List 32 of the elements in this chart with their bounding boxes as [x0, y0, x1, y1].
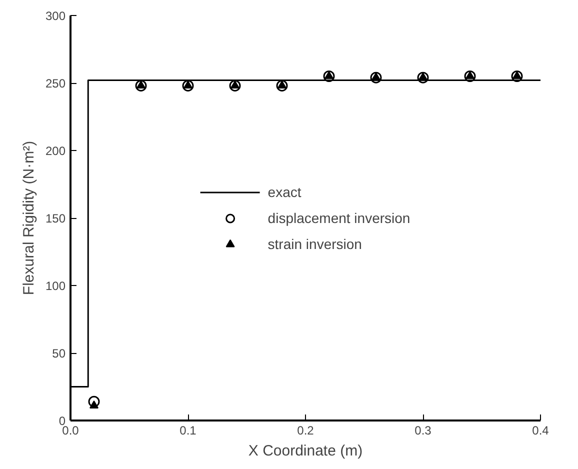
point — [324, 71, 334, 80]
point — [372, 72, 380, 80]
point — [229, 80, 241, 92]
point — [88, 396, 100, 408]
legend-label: displacement inversion — [268, 210, 410, 226]
point — [90, 400, 98, 408]
x-tick-label: 0.0 — [62, 424, 80, 438]
point — [466, 71, 474, 80]
point — [323, 70, 335, 82]
point — [512, 71, 522, 80]
x-tick-label: 0.3 — [414, 424, 432, 438]
point — [464, 70, 476, 82]
point — [370, 72, 382, 84]
x-axis-title: X Coordinate (m) — [248, 442, 363, 460]
legend-label: strain inversion — [268, 236, 362, 252]
point — [417, 72, 429, 84]
y-axis-title: Flexural Rigidity (N·m²) — [20, 140, 38, 296]
y-tick-label: 150 — [45, 212, 66, 226]
point — [184, 80, 192, 89]
y-tick-label: 100 — [45, 279, 66, 293]
point — [182, 80, 194, 92]
x-tick-label: 0.1 — [180, 424, 197, 438]
x-tick-label: 0.2 — [297, 424, 314, 438]
point — [230, 80, 240, 89]
point — [511, 70, 523, 82]
point — [418, 72, 428, 80]
y-tick-label: 200 — [45, 144, 66, 158]
y-tick-label: 50 — [52, 346, 66, 360]
legend-label: exact — [268, 184, 302, 200]
x-tick-label: 0.4 — [532, 424, 550, 438]
y-tick-label: 250 — [45, 76, 66, 90]
y-tick-label: 300 — [45, 9, 66, 23]
